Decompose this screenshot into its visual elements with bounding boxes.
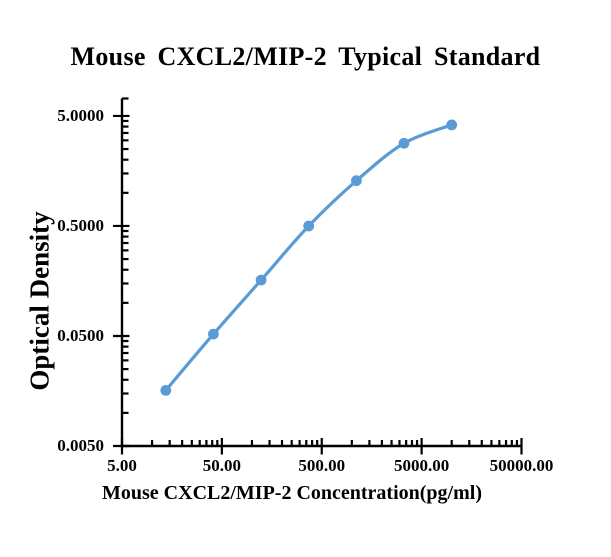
y-tick-label: 0.0050 xyxy=(57,436,104,455)
data-point-marker xyxy=(446,119,458,131)
chart-title: Mouse CXCL2/MIP-2 Typical Standard xyxy=(70,42,541,71)
data-point-marker xyxy=(398,137,410,149)
data-point-marker xyxy=(303,220,315,232)
standard-curve-line xyxy=(164,123,454,392)
y-tick-label: 5.0000 xyxy=(57,105,104,125)
x-tick-label: 5.00 xyxy=(107,456,137,475)
x-tick-label: 5000.00 xyxy=(394,456,450,475)
data-point-marker xyxy=(208,328,219,340)
y-tick-label: 0.0500 xyxy=(57,325,104,345)
data-point-marker xyxy=(255,274,267,286)
x-tick-label: 50000.00 xyxy=(489,456,554,475)
data-point-marker xyxy=(160,385,172,396)
y-tick-label: 0.5000 xyxy=(57,215,104,235)
x-tick-label: 500.00 xyxy=(298,456,346,475)
data-point-marker xyxy=(351,175,362,187)
x-tick-label: 50.00 xyxy=(202,456,241,475)
x-axis-title: Mouse CXCL2/MIP-2 Concentration(pg/ml) xyxy=(102,482,482,504)
